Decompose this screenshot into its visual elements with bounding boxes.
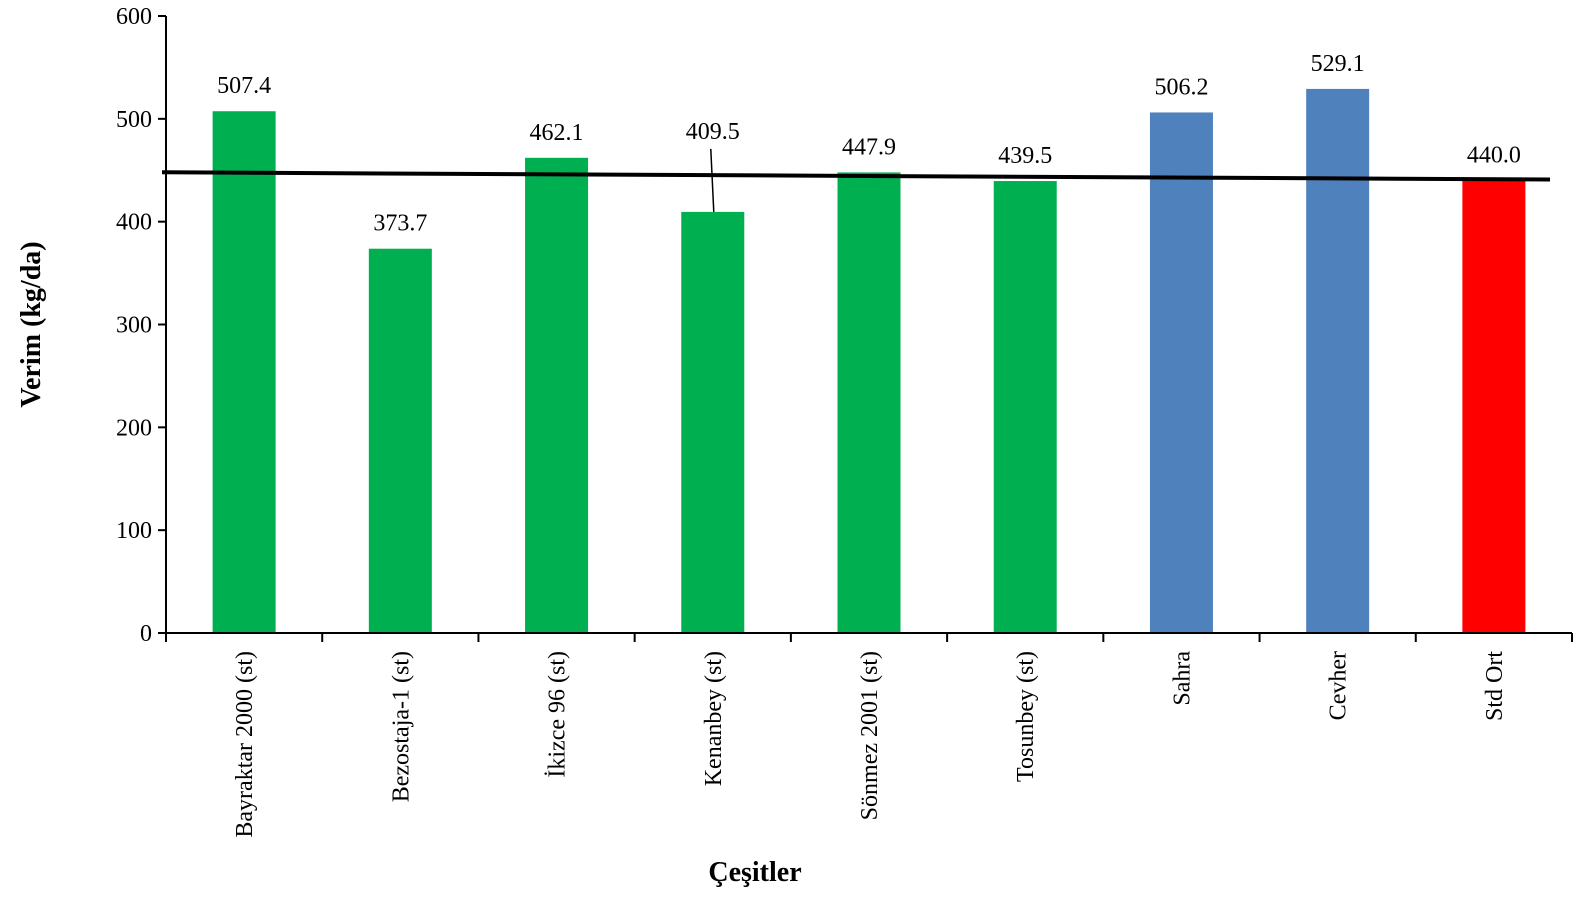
category-label: Bayraktar 2000 (st) <box>232 651 258 838</box>
data-label: 447.9 <box>842 134 896 160</box>
category-label: Bezostaja-1 (st) <box>388 651 414 802</box>
data-label: 409.5 <box>686 119 740 145</box>
reference-line <box>161 170 1551 182</box>
category-labels: Bayraktar 2000 (st) Bezostaja-1 (st) İkizc… <box>232 651 1508 838</box>
bar <box>212 111 276 634</box>
data-label: 462.1 <box>530 120 584 146</box>
y-tick-label: 0 <box>140 621 152 647</box>
category-label: Cevher <box>1326 651 1352 720</box>
data-label: 506.2 <box>1154 74 1208 100</box>
category-label: Tosunbey (st) <box>1013 651 1039 782</box>
bars <box>212 88 1526 634</box>
category-label: İkizce 96 (st) <box>545 651 571 778</box>
bar <box>368 248 432 633</box>
bar <box>1306 88 1370 634</box>
x-axis-title: Çeşitler <box>708 857 801 888</box>
y-tick-label: 600 <box>116 4 152 30</box>
data-label-leader <box>710 148 715 212</box>
category-label: Kenanbey (st) <box>701 651 727 786</box>
data-labels: 507.4 373.7 462.1 409.5 447.9 439.5 506.2 529.1… <box>217 51 1521 237</box>
y-tick-label: 300 <box>116 313 152 339</box>
data-label: 440.0 <box>1467 143 1521 169</box>
y-tick-label: 100 <box>116 518 152 544</box>
y-axis-title: Verim (kg/da) <box>16 241 47 407</box>
y-tick-label: 500 <box>116 107 152 133</box>
data-label: 507.4 <box>217 73 271 99</box>
bar <box>525 157 589 633</box>
category-label: Sahra <box>1169 651 1195 706</box>
category-label: Std Ort <box>1482 651 1508 721</box>
bar <box>1462 180 1526 634</box>
leader-lines <box>710 148 715 212</box>
bar <box>1149 112 1213 634</box>
y-tick-label: 200 <box>116 415 152 441</box>
category-label: Sönmez 2001 (st) <box>857 651 883 820</box>
y-axis-ticks: 0 100 200 300 400 500 600 <box>116 4 166 647</box>
data-label: 439.5 <box>998 143 1052 169</box>
bar <box>837 172 901 634</box>
data-label: 529.1 <box>1311 51 1365 77</box>
y-tick-label: 400 <box>116 210 152 236</box>
data-label: 373.7 <box>373 211 427 237</box>
bar <box>993 181 1057 634</box>
x-axis-ticks <box>165 633 1573 642</box>
bar <box>681 211 745 633</box>
